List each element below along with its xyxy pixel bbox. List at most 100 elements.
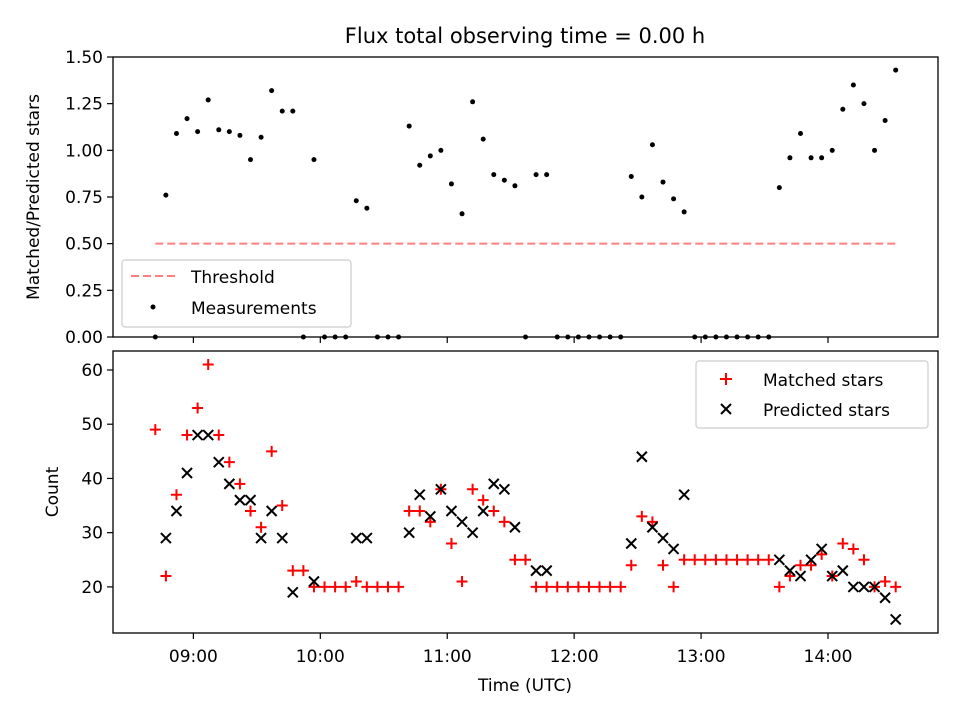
measurement-point xyxy=(872,147,878,153)
matched-star-marker xyxy=(795,559,806,571)
matched-star-marker xyxy=(192,402,204,414)
measurement-point xyxy=(628,173,634,179)
legend-predicted-label: Predicted stars xyxy=(763,401,890,421)
measurement-point xyxy=(480,136,486,142)
predicted-star-marker xyxy=(858,581,870,593)
matched-star-marker xyxy=(361,581,373,593)
predicted-star-marker xyxy=(255,532,267,544)
measurement-point xyxy=(406,123,412,129)
measurement-point xyxy=(798,131,803,137)
measurement-point xyxy=(893,67,899,73)
matched-star-marker xyxy=(699,554,711,566)
matched-star-marker xyxy=(297,565,309,577)
measurement-point xyxy=(195,129,201,135)
matched-star-marker xyxy=(678,554,690,566)
matched-star-marker xyxy=(805,559,817,571)
predicted-star-marker xyxy=(213,456,225,468)
matched-star-marker xyxy=(731,554,743,566)
matched-star-marker xyxy=(223,456,235,468)
matched-star-marker xyxy=(445,538,457,550)
measurement-point xyxy=(649,142,655,148)
y-tick-label: 1.25 xyxy=(65,95,103,115)
measurement-point xyxy=(819,155,825,161)
predicted-star-marker xyxy=(403,526,415,539)
matched-star-marker xyxy=(583,581,595,593)
predicted-star-marker xyxy=(509,521,521,533)
predicted-star-marker xyxy=(815,543,828,555)
predicted-star-marker xyxy=(414,489,426,501)
x-tick-label: 14:00 xyxy=(804,647,853,667)
predicted-star-marker xyxy=(879,592,891,604)
matched-star-marker xyxy=(752,554,764,566)
predicted-star-marker xyxy=(350,532,362,544)
measurement-point xyxy=(861,101,867,107)
predicted-star-marker xyxy=(667,543,680,555)
legend-matched-label: Matched stars xyxy=(763,371,883,391)
matched-star-marker xyxy=(720,554,732,566)
count-plot-area xyxy=(149,359,902,626)
predicted-star-marker xyxy=(847,581,860,593)
matched-star-marker xyxy=(530,581,542,593)
y-tick-label: 0.00 xyxy=(65,328,103,348)
predicted-star-marker xyxy=(424,510,437,523)
measurement-point xyxy=(290,108,296,114)
matched-star-marker xyxy=(657,559,669,571)
matched-star-marker xyxy=(646,516,658,528)
predicted-star-marker xyxy=(657,532,669,544)
x-tick-label: 13:00 xyxy=(677,647,726,667)
matched-star-marker xyxy=(816,548,828,560)
x-tick-label: 11:00 xyxy=(423,647,472,667)
matched-star-marker xyxy=(890,581,902,593)
measurement-point xyxy=(660,179,666,185)
predicted-star-marker xyxy=(234,494,246,506)
predicted-star-marker xyxy=(181,467,193,479)
count-axes-frame xyxy=(112,350,939,634)
ratio-axis-ticks: 0.00 0.25 0.50 0.75 1.00 1.25 1.50 xyxy=(65,48,829,348)
measurement-point xyxy=(829,147,835,153)
matched-star-marker xyxy=(266,445,278,457)
measurement-point xyxy=(226,129,232,135)
measurement-point xyxy=(491,172,497,178)
matched-star-marker xyxy=(625,559,637,571)
measurement-point xyxy=(237,132,243,138)
matched-star-marker xyxy=(615,581,627,593)
measurement-point xyxy=(311,157,317,163)
measurement-point xyxy=(448,181,454,187)
predicted-star-marker xyxy=(889,613,902,626)
measurement-point xyxy=(163,192,169,198)
matched-star-marker xyxy=(371,581,383,593)
predicted-star-marker xyxy=(488,478,500,490)
measurement-point xyxy=(269,88,275,94)
measurement-point xyxy=(248,157,253,163)
measurement-point xyxy=(364,205,370,211)
measurement-point xyxy=(184,116,190,122)
matched-star-marker xyxy=(393,581,405,593)
predicted-star-marker xyxy=(540,564,553,577)
matched-star-marker xyxy=(847,543,859,555)
matched-star-marker xyxy=(763,554,775,566)
predicted-star-marker xyxy=(456,516,468,528)
predicted-star-marker xyxy=(784,564,796,577)
y-tick-label: 50 xyxy=(81,415,103,435)
matched-star-marker xyxy=(350,575,362,587)
matched-star-marker xyxy=(689,554,701,566)
matched-star-marker xyxy=(181,429,193,441)
matched-star-marker xyxy=(276,500,288,512)
matched-star-marker xyxy=(572,581,584,593)
y-tick-label: 1.50 xyxy=(65,48,103,68)
predicted-star-marker xyxy=(223,478,236,490)
matched-star-marker xyxy=(520,554,531,566)
matched-star-marker xyxy=(213,429,225,441)
predicted-star-marker xyxy=(244,494,257,506)
predicted-star-marker xyxy=(287,586,299,599)
measurement-point xyxy=(681,209,687,215)
matched-star-marker xyxy=(879,575,891,587)
ratio-panel: 0.00 0.25 0.50 0.75 1.00 1.25 1.50 Matched/Pre… xyxy=(24,48,939,348)
legend-threshold-label: Threshold xyxy=(190,268,275,288)
legend-measurements-label: Measurements xyxy=(191,299,317,319)
matched-star-marker xyxy=(784,570,796,582)
measurement-point xyxy=(787,155,793,161)
matched-star-marker xyxy=(308,581,320,593)
predicted-star-marker xyxy=(276,532,288,544)
